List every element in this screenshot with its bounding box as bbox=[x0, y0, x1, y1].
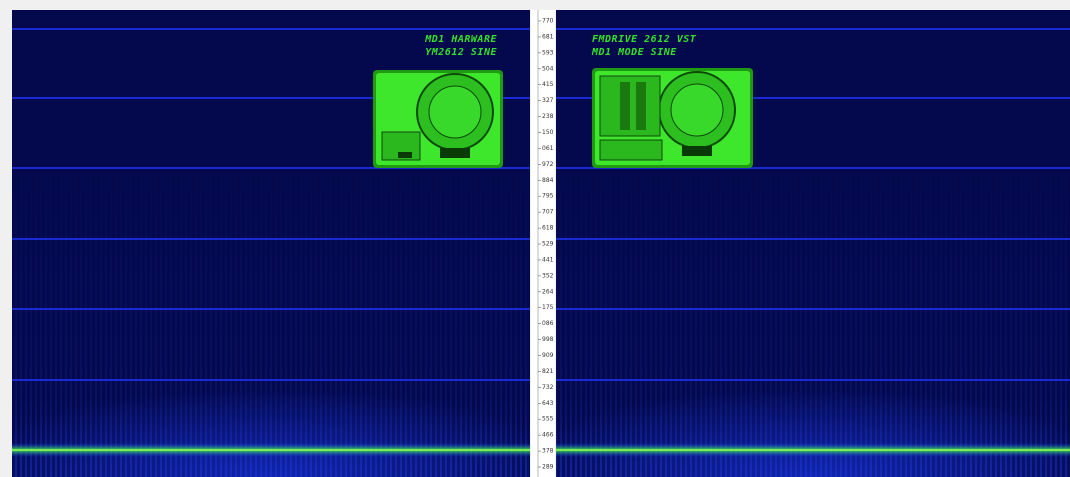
scale-label: 441 bbox=[542, 256, 554, 263]
scale-label: 289 bbox=[542, 464, 554, 471]
console-image bbox=[592, 68, 753, 168]
scale-column bbox=[531, 10, 555, 477]
panel-title: YM2612 SINE bbox=[425, 47, 497, 58]
scale-label: 770 bbox=[542, 18, 554, 25]
scale-label: 681 bbox=[542, 33, 554, 40]
scale-label: 466 bbox=[542, 432, 554, 439]
scale-label: 150 bbox=[542, 129, 554, 136]
scale-label: 707 bbox=[542, 209, 554, 216]
scale: 770 681 593 504 415 327 238 150 061 972 884 795 707 6… bbox=[538, 18, 554, 471]
scale-label: 504 bbox=[542, 65, 554, 72]
scale-label: 378 bbox=[542, 448, 554, 455]
scale-label: 175 bbox=[542, 304, 554, 311]
scale-label: 593 bbox=[542, 49, 554, 56]
scale-label: 415 bbox=[542, 81, 554, 88]
scale-label: 555 bbox=[542, 416, 554, 423]
scale-label: 972 bbox=[542, 161, 554, 168]
scale-label: 998 bbox=[542, 336, 554, 343]
scale-label: 732 bbox=[542, 384, 554, 391]
scale-label: 795 bbox=[542, 193, 554, 200]
right-spectrogram bbox=[556, 10, 1070, 477]
scale-label: 643 bbox=[542, 400, 554, 407]
console-image bbox=[373, 70, 503, 168]
scale-label: 618 bbox=[542, 225, 554, 232]
fundamental-line bbox=[12, 443, 1070, 457]
panel-title: FMDRIVE 2612 VST bbox=[592, 34, 697, 45]
panel-title: MD1 HARWARE bbox=[424, 34, 497, 45]
scale-label: 086 bbox=[542, 320, 554, 327]
panel-title: MD1 MODE SINE bbox=[591, 47, 677, 58]
scale-label: 061 bbox=[542, 145, 554, 152]
scale-label: 264 bbox=[542, 288, 554, 295]
scale-label: 529 bbox=[542, 241, 554, 248]
scale-label: 352 bbox=[542, 272, 554, 279]
scale-label: 909 bbox=[542, 352, 554, 359]
scale-label: 884 bbox=[542, 177, 554, 184]
scale-label: 238 bbox=[542, 113, 554, 120]
scale-label: 821 bbox=[542, 368, 554, 375]
scale-label: 327 bbox=[542, 97, 554, 104]
